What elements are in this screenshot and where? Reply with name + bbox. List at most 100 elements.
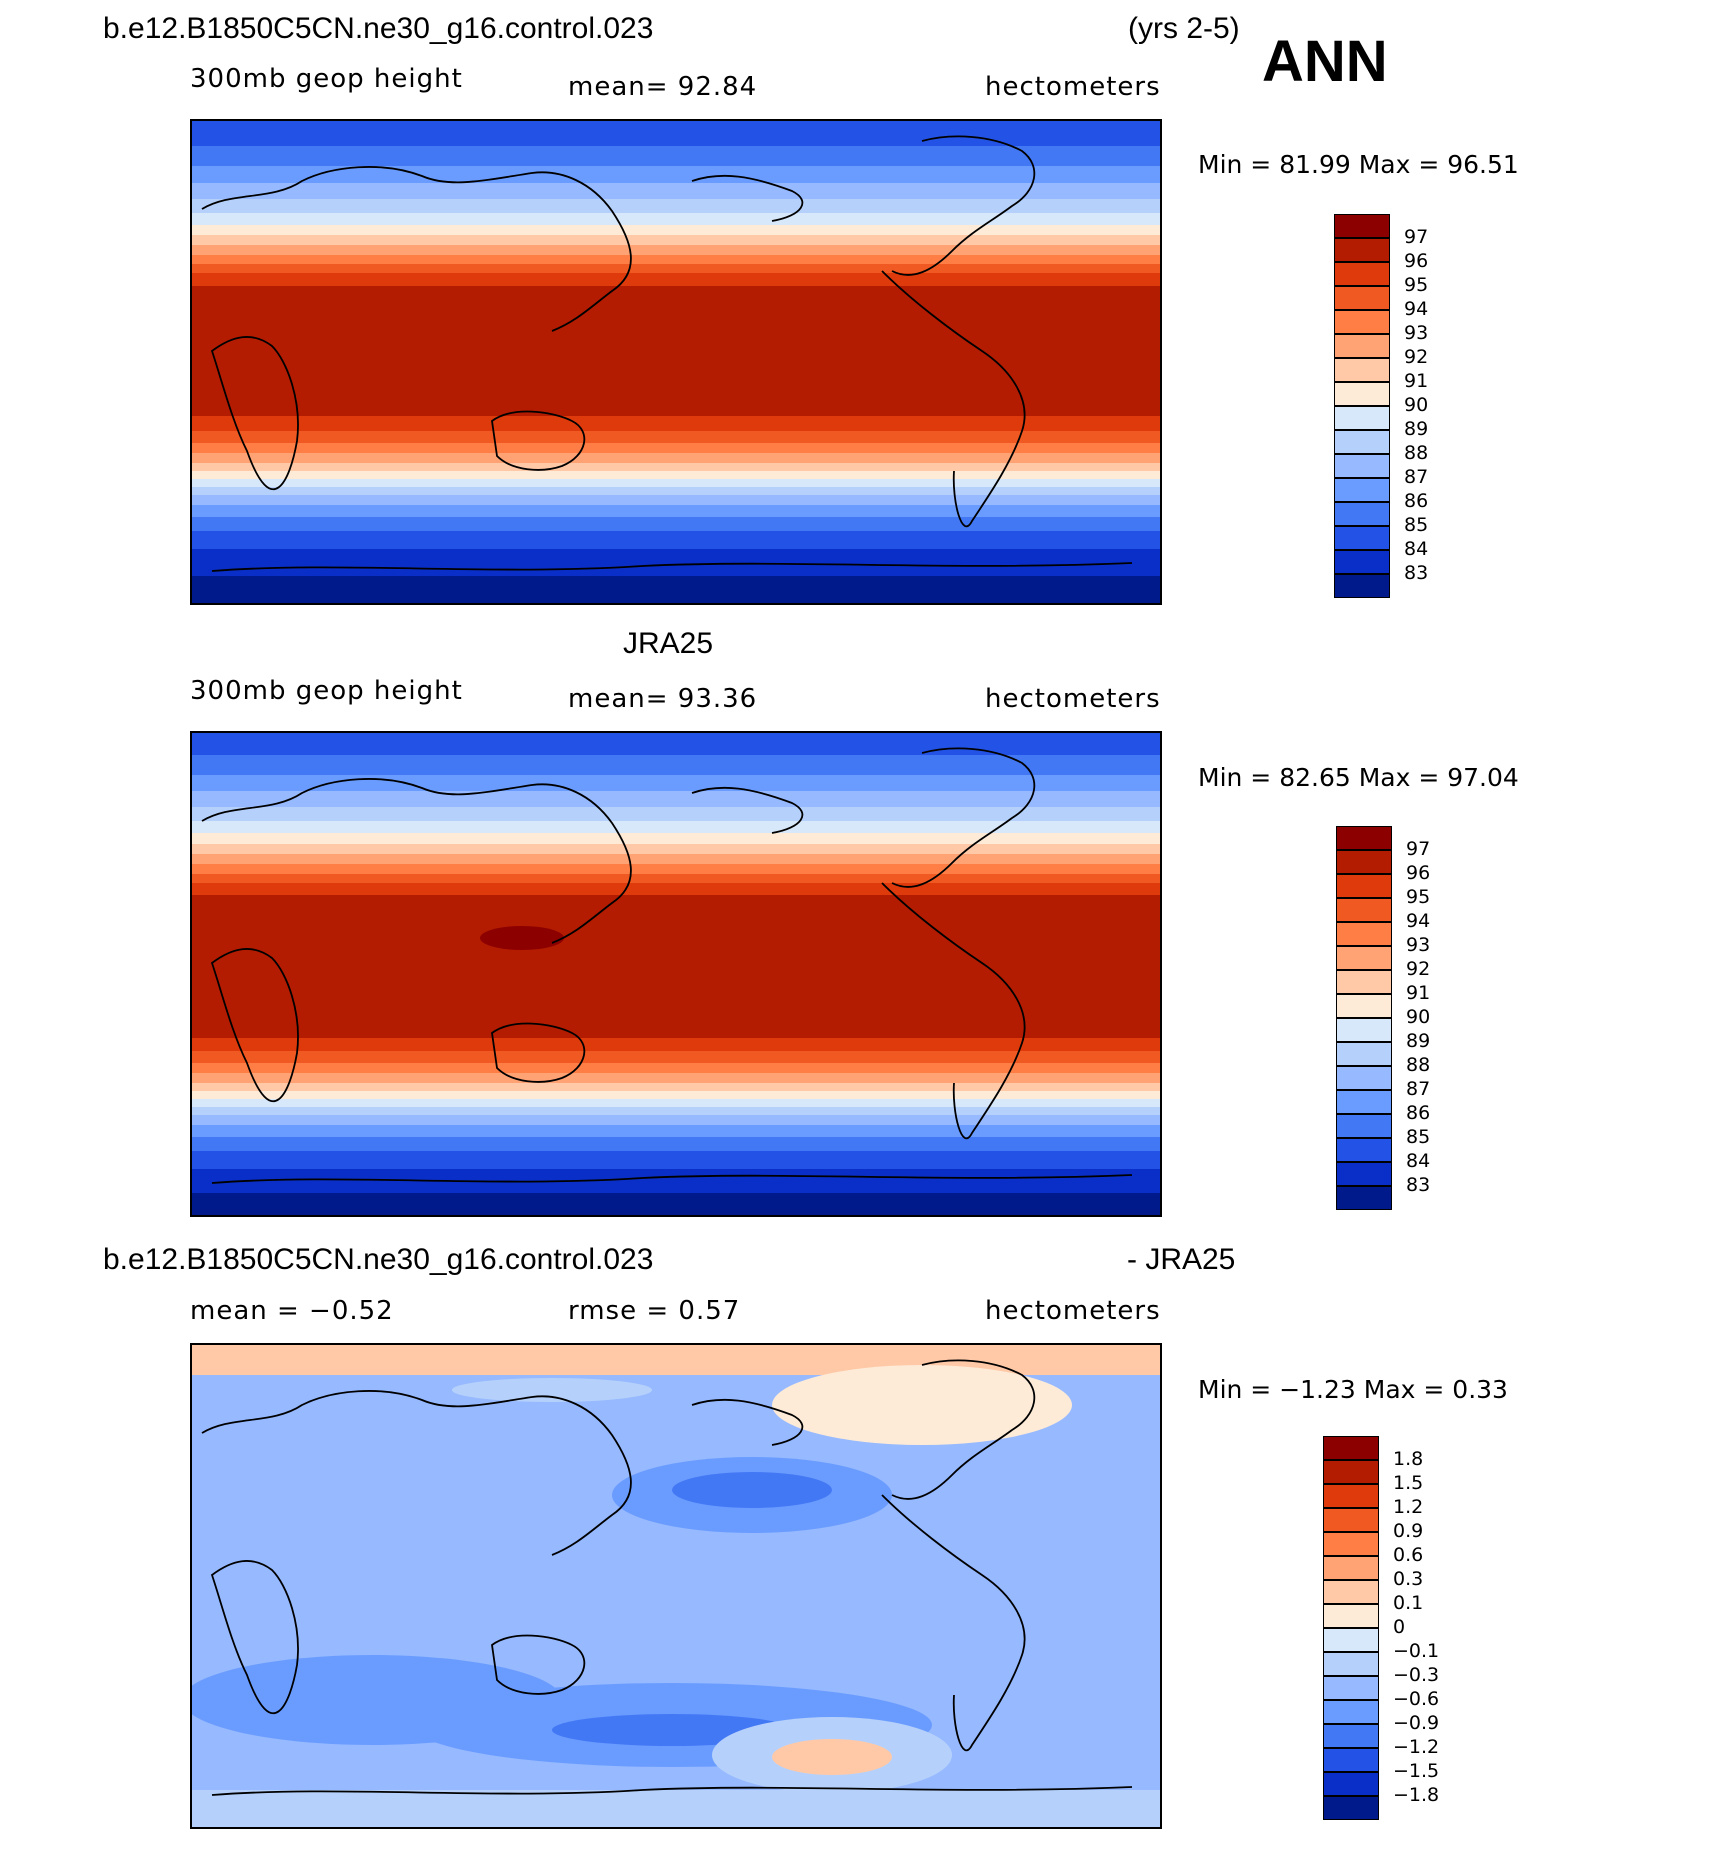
contour-band — [192, 273, 1160, 287]
contour-band — [192, 844, 1160, 855]
colorbar-tick-label: 91 — [1404, 370, 1429, 392]
contour-band — [192, 807, 1160, 822]
colorbar-swatch — [1323, 1796, 1379, 1820]
contour-band — [192, 463, 1160, 472]
contour-band — [192, 264, 1160, 274]
contour-band — [192, 471, 1160, 480]
panel2-mean-label: mean= 93.36 — [568, 684, 758, 714]
colorbar-tick-label: −0.3 — [1393, 1664, 1440, 1686]
panel2-title: JRA25 — [623, 627, 714, 660]
contour-band — [192, 973, 1160, 1039]
contour-band — [192, 549, 1160, 577]
contour-band — [192, 505, 1160, 518]
contour-band — [192, 1083, 1160, 1092]
colorbar-tick-label: 85 — [1404, 514, 1429, 536]
colorbar-swatch — [1323, 1484, 1379, 1508]
warm-pool-maximum — [480, 926, 564, 950]
colorbar-swatch — [1336, 970, 1392, 994]
colorbar-swatch — [1323, 1436, 1379, 1460]
contour-band — [192, 1073, 1160, 1084]
panel1-map — [190, 119, 1162, 605]
panel3-canada-anomaly — [772, 1365, 1072, 1445]
colorbar-swatch — [1323, 1748, 1379, 1772]
colorbar-swatch — [1323, 1508, 1379, 1532]
contour-band — [192, 1169, 1160, 1194]
panel3-pacific-core — [672, 1472, 832, 1508]
colorbar-tick-label: −0.6 — [1393, 1688, 1440, 1710]
colorbar-swatch — [1334, 238, 1390, 262]
panel1-mean-label: mean= 92.84 — [568, 72, 758, 102]
contour-band — [192, 361, 1160, 417]
colorbar-tick-label: −1.8 — [1393, 1784, 1440, 1806]
contour-band — [192, 517, 1160, 532]
colorbar-tick-label: 95 — [1406, 886, 1431, 908]
colorbar-tick-label: 93 — [1406, 934, 1431, 956]
contour-band — [192, 1063, 1160, 1074]
contour-band — [192, 1115, 1160, 1126]
colorbar-swatch — [1336, 1138, 1392, 1162]
panel2-minmax: Min = 82.65 Max = 97.04 — [1198, 763, 1519, 792]
panel2-units-label: hectometers — [985, 684, 1161, 714]
colorbar-swatch — [1336, 850, 1392, 874]
colorbar-tick-label: 92 — [1406, 958, 1431, 980]
colorbar-swatch — [1336, 1186, 1392, 1210]
colorbar-tick-label: 97 — [1406, 838, 1431, 860]
colorbar-tick-label: 0.1 — [1393, 1592, 1424, 1614]
colorbar-tick-label: 1.8 — [1393, 1448, 1424, 1470]
panel3-minmax: Min = −1.23 Max = 0.33 — [1198, 1375, 1508, 1404]
contour-band — [192, 416, 1160, 432]
colorbar-swatch — [1323, 1556, 1379, 1580]
panel1-contour-field — [192, 121, 1160, 603]
contour-band — [192, 1091, 1160, 1100]
contour-band — [192, 286, 1160, 362]
colorbar-tick-label: 1.2 — [1393, 1496, 1424, 1518]
panel3-contour-field — [192, 1345, 1160, 1827]
colorbar-swatch — [1323, 1532, 1379, 1556]
contour-band — [192, 255, 1160, 265]
colorbar-swatch — [1334, 358, 1390, 382]
contour-band — [192, 245, 1160, 256]
colorbar-swatch — [1336, 1090, 1392, 1114]
colorbar-swatch — [1334, 478, 1390, 502]
panel3-asia-band — [452, 1378, 652, 1402]
contour-band — [192, 443, 1160, 454]
colorbar-tick-label: −0.9 — [1393, 1712, 1440, 1734]
colorbar-swatch — [1336, 922, 1392, 946]
colorbar-swatch — [1336, 898, 1392, 922]
panel3-ross-sea-positive — [772, 1739, 892, 1775]
coastlines — [201, 135, 1133, 572]
contour-band — [192, 431, 1160, 444]
contour-band — [192, 1107, 1160, 1116]
contour-band — [192, 479, 1160, 488]
colorbar-tick-label: 86 — [1406, 1102, 1431, 1124]
panel2-contour-field — [192, 733, 1160, 1215]
contour-band — [192, 199, 1160, 214]
panel2-bands — [192, 733, 1160, 1215]
colorbar-tick-label: 89 — [1406, 1030, 1431, 1052]
colorbar-swatch — [1334, 382, 1390, 406]
panel1-minmax: Min = 81.99 Max = 96.51 — [1198, 150, 1519, 179]
colorbar-swatch — [1336, 1042, 1392, 1066]
colorbar-tick-label: 87 — [1404, 466, 1429, 488]
colorbar-swatch — [1334, 526, 1390, 550]
contour-band — [192, 487, 1160, 496]
colorbar-tick-label: 87 — [1406, 1078, 1431, 1100]
panel3-antarctic-band — [192, 1790, 1160, 1827]
contour-band — [192, 531, 1160, 550]
colorbar-tick-label: 1.5 — [1393, 1472, 1424, 1494]
years-label: (yrs 2-5) — [1128, 12, 1240, 45]
contour-band — [192, 235, 1160, 246]
colorbar-tick-label: −1.5 — [1393, 1760, 1440, 1782]
colorbar-swatch — [1323, 1724, 1379, 1748]
colorbar-swatch — [1323, 1676, 1379, 1700]
colorbar-swatch — [1336, 874, 1392, 898]
panel1-variable-label: 300mb geop height — [190, 64, 463, 94]
colorbar-tick-label: 0 — [1393, 1616, 1406, 1638]
colorbar-swatch — [1336, 946, 1392, 970]
colorbar-swatch — [1334, 574, 1390, 598]
colorbar-swatch — [1334, 430, 1390, 454]
colorbar-tick-label: 92 — [1404, 346, 1429, 368]
colorbar-swatch — [1334, 502, 1390, 526]
colorbar-tick-label: 88 — [1406, 1054, 1431, 1076]
colorbar-tick-label: 91 — [1406, 982, 1431, 1004]
